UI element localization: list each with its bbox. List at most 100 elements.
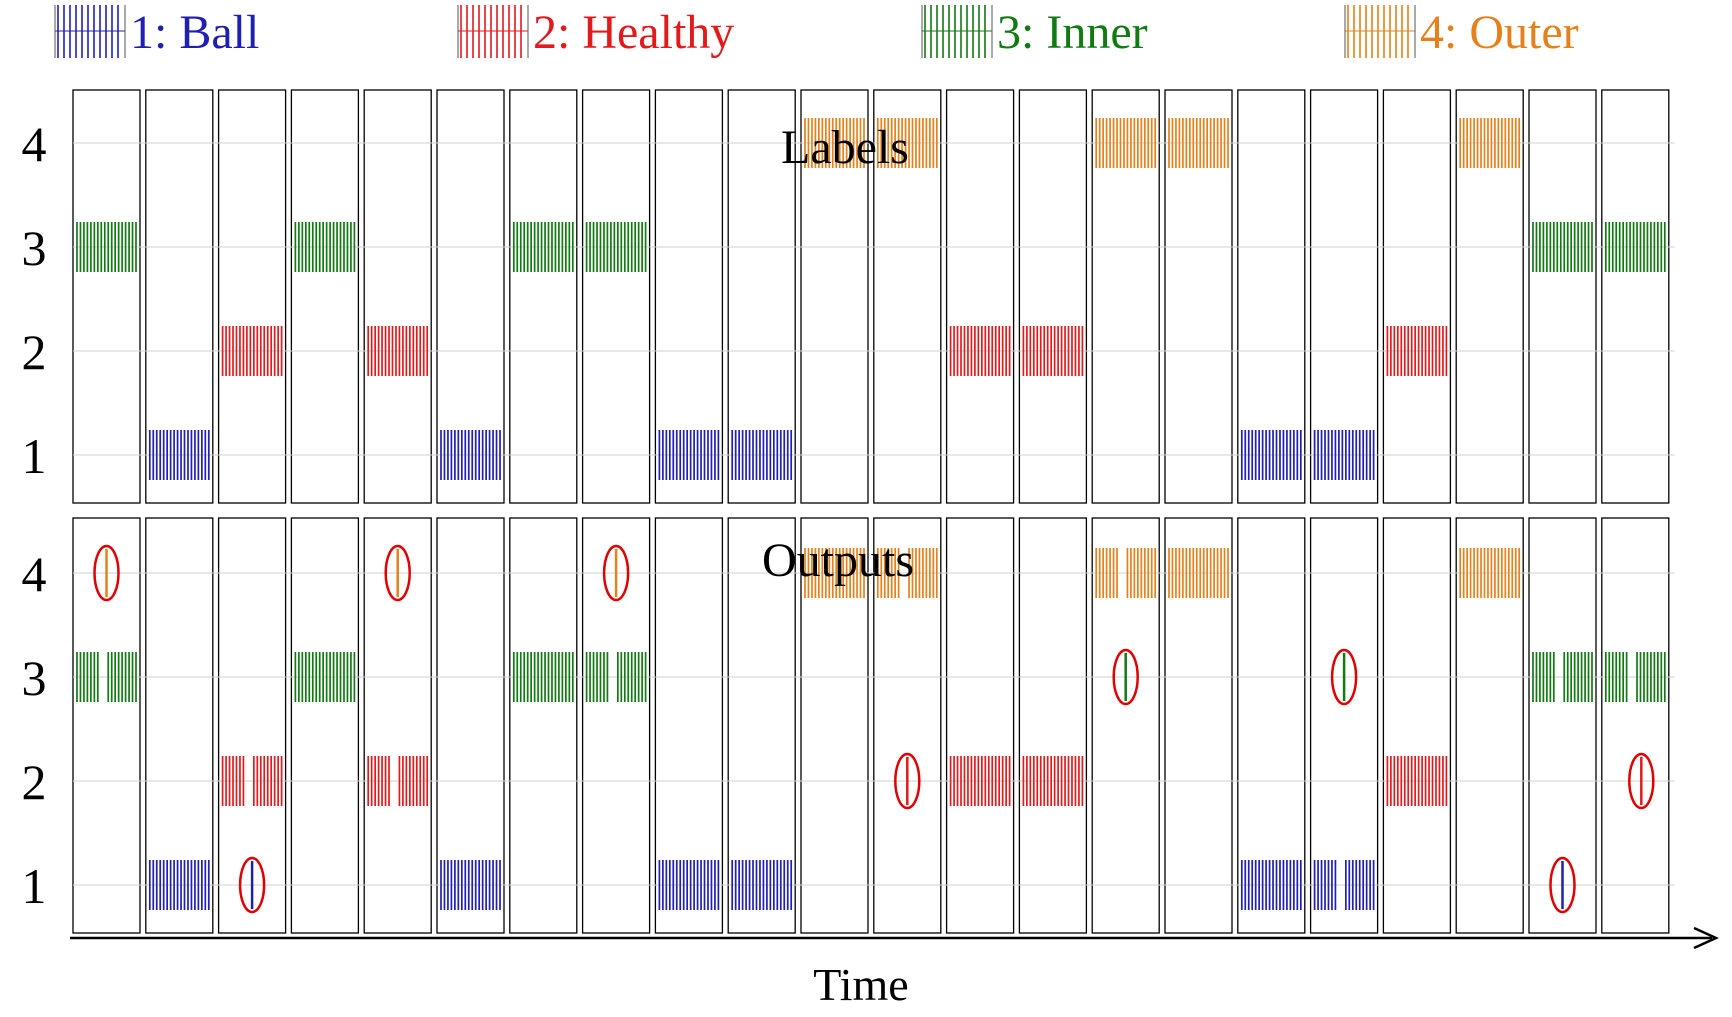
outputs-mark-segment-3 xyxy=(221,756,283,806)
labels-mark-segment-19 xyxy=(1386,326,1448,376)
labels-mark-segment-18 xyxy=(1313,430,1375,480)
labels-y-tick-label: 4 xyxy=(22,116,47,172)
labels-segment-frame xyxy=(290,89,360,504)
time-axis-arrow xyxy=(1693,926,1720,950)
error-marker-segment-18 xyxy=(1330,648,1358,706)
outputs-mark-segment-8 xyxy=(585,652,647,702)
labels-mark-segment-15 xyxy=(1095,118,1157,168)
legend-label-3: 3: Inner xyxy=(997,6,1148,59)
error-marker-segment-21 xyxy=(1549,856,1576,914)
labels-panel-title: Labels xyxy=(781,121,909,174)
labels-y-tick-label: 3 xyxy=(22,220,47,276)
labels-mark-segment-7 xyxy=(512,222,574,272)
labels-mark-segment-10 xyxy=(731,430,793,480)
segment-frames xyxy=(72,89,1670,934)
outputs-mark-segment-14 xyxy=(1022,756,1084,806)
labels-mark-segment-12 xyxy=(876,118,938,168)
labels-segment-frame xyxy=(1164,89,1233,504)
legend: 1: Ball 2: Healthy 3: Inner 4: Outer xyxy=(54,5,1579,59)
legend-item-2: 2: Healthy xyxy=(457,5,734,59)
labels-segment-frame xyxy=(1601,89,1670,504)
outputs-segment-frame xyxy=(1601,517,1670,934)
labels-mark-segment-3 xyxy=(221,326,283,376)
outputs-mark-segment-7 xyxy=(512,652,574,702)
outputs-mark-segment-19 xyxy=(1386,756,1448,806)
outputs-segment-frame xyxy=(581,517,651,934)
labels-mark-segment-11 xyxy=(804,118,865,168)
labels-segment-frame xyxy=(873,89,942,504)
outputs-mark-segment-16 xyxy=(1168,548,1229,598)
labels-mark-segment-21 xyxy=(1532,222,1593,272)
outputs-segment-frame xyxy=(217,517,287,934)
outputs-mark-segment-4 xyxy=(294,652,356,702)
outputs-segment-frame xyxy=(509,517,578,934)
labels-mark-segment-17 xyxy=(1240,430,1302,480)
error-marker-segment-1 xyxy=(93,544,120,602)
labels-segment-frame xyxy=(581,89,651,504)
error-marker-segment-22 xyxy=(1628,752,1655,810)
outputs-segment-frame xyxy=(800,517,869,934)
labels-mark-segment-1 xyxy=(76,222,137,272)
labels-segment-frame xyxy=(363,89,432,504)
outputs-segment-frame xyxy=(145,517,214,934)
outputs-mark-segment-22 xyxy=(1604,652,1666,702)
legend-swatch-1 xyxy=(54,5,126,58)
labels-segment-frame xyxy=(1237,89,1306,504)
labels-segment-frame xyxy=(1309,89,1379,504)
legend-swatch-2 xyxy=(457,5,529,58)
outputs-segment-frame xyxy=(873,517,942,934)
outputs-segment-frame xyxy=(1091,517,1160,934)
outputs-segment-frame xyxy=(1164,517,1233,934)
legend-item-3: 3: Inner xyxy=(921,5,1148,59)
outputs-mark-segment-6 xyxy=(440,860,501,910)
outputs-mark-segment-1 xyxy=(76,652,137,702)
outputs-segment-frame xyxy=(1528,517,1597,934)
labels-mark-segment-2 xyxy=(148,430,210,480)
chart-marks xyxy=(76,118,1666,910)
y-tick-labels: 1 2 3 4 1 2 3 4 xyxy=(22,116,47,914)
labels-segment-frame xyxy=(509,89,578,504)
labels-segment-frame xyxy=(1455,89,1524,504)
time-axis: Time xyxy=(70,926,1720,1010)
labels-segment-frame xyxy=(72,89,141,504)
legend-swatch-4 xyxy=(1344,5,1416,58)
labels-mark-segment-13 xyxy=(949,326,1011,376)
x-axis-label: Time xyxy=(813,959,908,1010)
panel-titles: Labels Outputs xyxy=(762,121,914,587)
labels-mark-segment-4 xyxy=(294,222,356,272)
labels-mark-segment-20 xyxy=(1459,118,1521,168)
outputs-mark-segment-10 xyxy=(731,860,793,910)
outputs-y-tick-label: 1 xyxy=(22,858,47,914)
outputs-mark-segment-17 xyxy=(1240,860,1302,910)
labels-mark-segment-6 xyxy=(440,430,501,480)
outputs-segment-frame xyxy=(436,517,505,934)
outputs-mark-segment-12 xyxy=(876,548,938,598)
outputs-mark-segment-11 xyxy=(804,548,865,598)
outputs-mark-segment-5 xyxy=(367,756,429,806)
labels-segment-frame xyxy=(800,89,869,504)
legend-label-1: 1: Ball xyxy=(130,6,259,59)
labels-mark-segment-16 xyxy=(1168,118,1229,168)
labels-segment-frame xyxy=(1091,89,1160,504)
legend-label-2: 2: Healthy xyxy=(533,6,734,59)
error-markers xyxy=(93,544,1655,914)
outputs-mark-segment-15 xyxy=(1095,548,1157,598)
outputs-mark-segment-2 xyxy=(148,860,210,910)
legend-swatch-3 xyxy=(921,5,993,58)
outputs-y-tick-label: 4 xyxy=(22,546,47,602)
outputs-mark-segment-9 xyxy=(658,860,720,910)
labels-segment-frame xyxy=(1382,89,1452,504)
outputs-y-tick-label: 2 xyxy=(22,754,47,810)
legend-item-1: 1: Ball xyxy=(54,5,259,59)
labels-segment-frame xyxy=(945,89,1015,504)
labels-mark-segment-22 xyxy=(1604,222,1666,272)
labels-y-tick-label: 2 xyxy=(22,324,47,380)
labels-segment-frame xyxy=(727,89,796,504)
outputs-panel-title: Outputs xyxy=(762,534,914,587)
labels-mark-segment-14 xyxy=(1022,326,1084,376)
labels-segment-frame xyxy=(436,89,505,504)
labels-mark-segment-9 xyxy=(658,430,720,480)
labels-segment-frame xyxy=(217,89,287,504)
